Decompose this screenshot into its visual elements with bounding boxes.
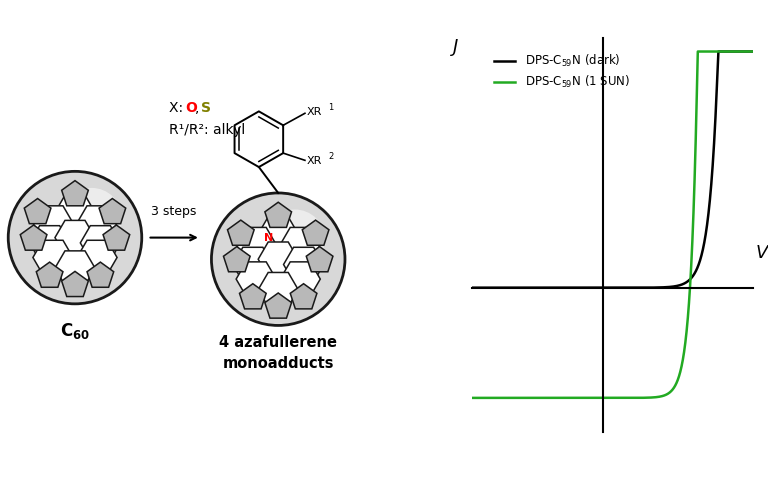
Polygon shape — [77, 206, 117, 240]
Polygon shape — [233, 247, 273, 282]
Polygon shape — [265, 202, 292, 228]
Text: S: S — [201, 101, 211, 115]
Text: V: V — [756, 244, 768, 262]
Polygon shape — [99, 199, 126, 224]
Text: 4 azafullerene
monoadducts: 4 azafullerene monoadducts — [219, 335, 337, 371]
Text: XR: XR — [306, 156, 322, 166]
Polygon shape — [61, 180, 88, 206]
Polygon shape — [20, 225, 47, 250]
Text: J: J — [453, 38, 458, 57]
Text: XR: XR — [306, 107, 322, 117]
Polygon shape — [87, 262, 114, 287]
Polygon shape — [33, 240, 73, 275]
Polygon shape — [77, 240, 117, 275]
Polygon shape — [61, 271, 88, 297]
Polygon shape — [223, 247, 250, 272]
Polygon shape — [30, 226, 70, 260]
Polygon shape — [280, 262, 320, 296]
Text: 1: 1 — [328, 103, 333, 111]
Polygon shape — [81, 226, 121, 260]
Circle shape — [8, 171, 142, 304]
Polygon shape — [290, 284, 317, 309]
Polygon shape — [258, 273, 298, 307]
Polygon shape — [55, 251, 95, 285]
Polygon shape — [103, 225, 130, 250]
Polygon shape — [306, 247, 333, 272]
Text: R¹/R²: alkyl: R¹/R²: alkyl — [169, 122, 246, 137]
Polygon shape — [280, 228, 320, 262]
Polygon shape — [55, 195, 95, 229]
Circle shape — [61, 188, 122, 248]
Polygon shape — [258, 217, 298, 251]
Text: N: N — [264, 233, 273, 243]
Polygon shape — [240, 284, 266, 309]
Circle shape — [211, 193, 345, 325]
Text: $\mathbf{C_{60}}$: $\mathbf{C_{60}}$ — [60, 321, 90, 341]
Text: 3 steps: 3 steps — [151, 205, 197, 218]
Polygon shape — [265, 293, 292, 318]
Polygon shape — [25, 199, 51, 224]
Polygon shape — [227, 220, 254, 245]
Text: 2: 2 — [328, 152, 333, 160]
Circle shape — [265, 209, 325, 269]
Polygon shape — [33, 206, 73, 240]
Polygon shape — [283, 247, 323, 282]
Text: ,: , — [194, 101, 204, 115]
Polygon shape — [236, 262, 276, 296]
Polygon shape — [303, 220, 329, 245]
Polygon shape — [258, 242, 298, 276]
Polygon shape — [36, 262, 63, 287]
Polygon shape — [236, 228, 276, 262]
Legend: DPS-C$_{59}$N (dark), DPS-C$_{59}$N (1 SUN): DPS-C$_{59}$N (dark), DPS-C$_{59}$N (1 S… — [489, 48, 635, 95]
Polygon shape — [55, 220, 95, 255]
Text: X:: X: — [169, 101, 188, 115]
Text: O: O — [185, 101, 197, 115]
